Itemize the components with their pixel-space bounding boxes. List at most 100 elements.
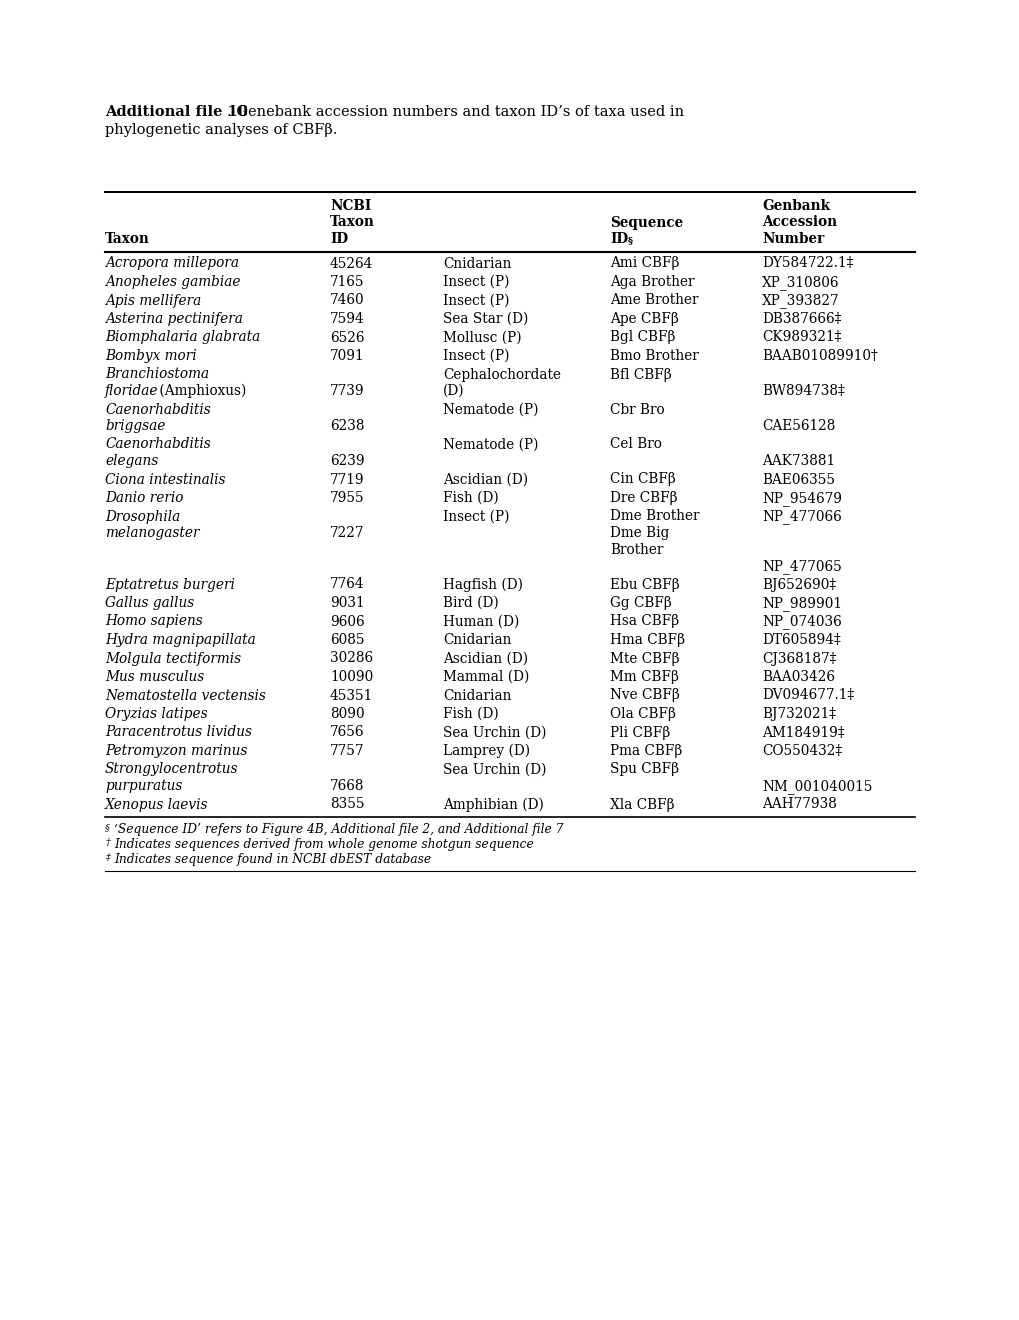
Text: Bombyx mori: Bombyx mori	[105, 348, 197, 363]
Text: Ebu CBFβ: Ebu CBFβ	[609, 578, 679, 591]
Text: NP_954679: NP_954679	[761, 491, 841, 506]
Text: Pli CBFβ: Pli CBFβ	[609, 726, 669, 739]
Text: 9606: 9606	[330, 615, 364, 628]
Text: AAK73881: AAK73881	[761, 454, 835, 469]
Text: Cnidarian: Cnidarian	[442, 634, 511, 647]
Text: . Genebank accession numbers and taxon ID’s of taxa used in: . Genebank accession numbers and taxon I…	[227, 106, 684, 119]
Text: BW894738‡: BW894738‡	[761, 384, 844, 399]
Text: Oryzias latipes: Oryzias latipes	[105, 708, 208, 721]
Text: Acropora millepora: Acropora millepora	[105, 256, 238, 271]
Text: Bgl CBFβ: Bgl CBFβ	[609, 330, 675, 345]
Text: †: †	[105, 838, 110, 847]
Text: BJ732021‡: BJ732021‡	[761, 708, 836, 721]
Text: Drosophila: Drosophila	[105, 510, 180, 524]
Text: Mm CBFβ: Mm CBFβ	[609, 671, 679, 684]
Text: Asterina pectinifera: Asterina pectinifera	[105, 312, 243, 326]
Text: 8355: 8355	[330, 797, 364, 812]
Text: CO550432‡: CO550432‡	[761, 744, 842, 758]
Text: briggsae: briggsae	[105, 418, 165, 433]
Text: Ola CBFβ: Ola CBFβ	[609, 708, 676, 721]
Text: Cephalochordate: Cephalochordate	[442, 367, 560, 381]
Text: §: §	[105, 822, 110, 832]
Text: Nve CBFβ: Nve CBFβ	[609, 689, 679, 702]
Text: Xla CBFβ: Xla CBFβ	[609, 797, 674, 812]
Text: melanogaster: melanogaster	[105, 525, 200, 540]
Text: (Amphioxus): (Amphioxus)	[155, 384, 247, 399]
Text: Insect (P): Insect (P)	[442, 293, 510, 308]
Text: ‡: ‡	[105, 853, 110, 862]
Text: purpuratus: purpuratus	[105, 779, 182, 793]
Text: AAH77938: AAH77938	[761, 797, 836, 812]
Text: 45351: 45351	[330, 689, 373, 702]
Text: BAE06355: BAE06355	[761, 473, 835, 487]
Text: Insect (P): Insect (P)	[442, 510, 510, 524]
Text: Nematode (P): Nematode (P)	[442, 403, 538, 417]
Text: AM184919‡: AM184919‡	[761, 726, 844, 739]
Text: DV094677.1‡: DV094677.1‡	[761, 689, 853, 702]
Text: Amphibian (D): Amphibian (D)	[442, 797, 543, 812]
Text: Ascidian (D): Ascidian (D)	[442, 473, 528, 487]
Text: Indicates sequences derived from whole genome shotgun sequence: Indicates sequences derived from whole g…	[114, 838, 533, 851]
Text: ‘Sequence ID’ refers to Figure 4B, Additional file 2, and Additional file 7: ‘Sequence ID’ refers to Figure 4B, Addit…	[114, 822, 562, 836]
Text: Mammal (D): Mammal (D)	[442, 671, 529, 684]
Text: Aga Brother: Aga Brother	[609, 275, 694, 289]
Text: 8090: 8090	[330, 708, 364, 721]
Text: Cbr Bro: Cbr Bro	[609, 403, 664, 417]
Text: ID: ID	[609, 232, 628, 246]
Text: Mte CBFβ: Mte CBFβ	[609, 652, 679, 665]
Text: Sea Urchin (D): Sea Urchin (D)	[442, 763, 546, 776]
Text: 7668: 7668	[330, 779, 364, 793]
Text: XP_393827: XP_393827	[761, 293, 839, 309]
Text: Fish (D): Fish (D)	[442, 708, 498, 721]
Text: NM_001040015: NM_001040015	[761, 779, 871, 793]
Text: Molgula tectiformis: Molgula tectiformis	[105, 652, 240, 665]
Text: Taxon: Taxon	[330, 215, 375, 230]
Text: (D): (D)	[442, 384, 465, 399]
Text: phylogenetic analyses of CBFβ.: phylogenetic analyses of CBFβ.	[105, 123, 337, 137]
Text: Mus musculus: Mus musculus	[105, 671, 204, 684]
Text: Hydra magnipapillata: Hydra magnipapillata	[105, 634, 256, 647]
Text: 7757: 7757	[330, 744, 364, 758]
Text: Sea Urchin (D): Sea Urchin (D)	[442, 726, 546, 739]
Text: DB387666‡: DB387666‡	[761, 312, 841, 326]
Text: Ame Brother: Ame Brother	[609, 293, 698, 308]
Text: DT605894‡: DT605894‡	[761, 634, 840, 647]
Text: XP_310806: XP_310806	[761, 275, 839, 290]
Text: Ape CBFβ: Ape CBFβ	[609, 312, 678, 326]
Text: elegans: elegans	[105, 454, 158, 469]
Text: Xenopus laevis: Xenopus laevis	[105, 797, 208, 812]
Text: Nematostella vectensis: Nematostella vectensis	[105, 689, 266, 702]
Text: 7227: 7227	[330, 525, 364, 540]
Text: Paracentrotus lividus: Paracentrotus lividus	[105, 726, 252, 739]
Text: DY584722.1‡: DY584722.1‡	[761, 256, 853, 271]
Text: 7764: 7764	[330, 578, 364, 591]
Text: Bmo Brother: Bmo Brother	[609, 348, 698, 363]
Text: Brother: Brother	[609, 543, 662, 557]
Text: BJ652690‡: BJ652690‡	[761, 578, 836, 591]
Text: Bfl CBFβ: Bfl CBFβ	[609, 367, 671, 381]
Text: Bird (D): Bird (D)	[442, 597, 498, 610]
Text: ID: ID	[330, 232, 347, 246]
Text: Eptatretus burgeri: Eptatretus burgeri	[105, 578, 234, 591]
Text: 45264: 45264	[330, 256, 373, 271]
Text: Lamprey (D): Lamprey (D)	[442, 744, 530, 759]
Text: 10090: 10090	[330, 671, 373, 684]
Text: 6239: 6239	[330, 454, 364, 469]
Text: Ciona intestinalis: Ciona intestinalis	[105, 473, 225, 487]
Text: Dre CBFβ: Dre CBFβ	[609, 491, 677, 506]
Text: Dme Brother: Dme Brother	[609, 510, 699, 524]
Text: 7955: 7955	[330, 491, 364, 506]
Text: Mollusc (P): Mollusc (P)	[442, 330, 521, 345]
Text: 6085: 6085	[330, 634, 364, 647]
Text: NP_477066: NP_477066	[761, 510, 841, 524]
Text: Hsa CBFβ: Hsa CBFβ	[609, 615, 679, 628]
Text: CJ368187‡: CJ368187‡	[761, 652, 836, 665]
Text: NCBI: NCBI	[330, 199, 371, 213]
Text: Gg CBFβ: Gg CBFβ	[609, 597, 672, 610]
Text: Hma CBFβ: Hma CBFβ	[609, 634, 685, 647]
Text: NP_989901: NP_989901	[761, 597, 841, 611]
Text: Sea Star (D): Sea Star (D)	[442, 312, 528, 326]
Text: BAAB01089910†: BAAB01089910†	[761, 348, 877, 363]
Text: Cnidarian: Cnidarian	[442, 689, 511, 702]
Text: CAE56128: CAE56128	[761, 418, 835, 433]
